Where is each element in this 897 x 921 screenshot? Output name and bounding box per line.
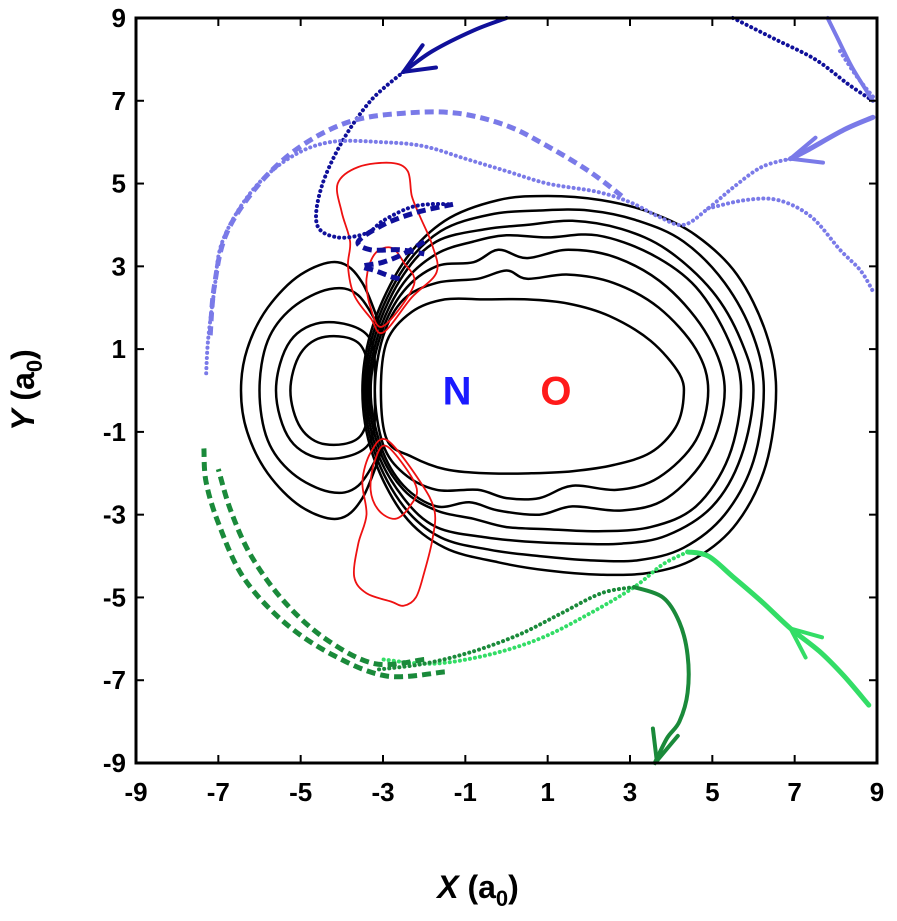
black-contour-1 xyxy=(379,297,686,475)
trajectory-light-blue-tr-dotted xyxy=(838,49,875,99)
black-contour-n2 xyxy=(274,320,377,461)
y-tick-label: 9 xyxy=(112,3,126,33)
x-axis-title: X (a0) xyxy=(435,869,519,911)
x-axis-unit-sub: 0 xyxy=(496,886,508,911)
y-axis-title: Y (a0) xyxy=(5,349,47,431)
trajectory-dark-blue-dashed-2 xyxy=(359,239,426,282)
arrowhead-dark-green xyxy=(650,726,680,766)
trajectory-light-green-dotted xyxy=(381,549,690,666)
x-tick-label: -9 xyxy=(124,777,147,807)
trajectory-light-blue-right-solid xyxy=(788,114,876,162)
y-tick-label: -5 xyxy=(103,582,126,612)
black-contour-n3 xyxy=(258,286,385,495)
y-tick-label: 5 xyxy=(112,169,126,199)
x-tick-label: 9 xyxy=(870,777,884,807)
x-tick-label: -5 xyxy=(289,777,312,807)
x-axis-var: X xyxy=(435,869,460,905)
trajectory-light-blue-upper-dashed xyxy=(207,109,624,337)
trajectories-layer xyxy=(201,16,876,765)
arrowhead-light-blue xyxy=(785,135,825,165)
y-axis-unit-sub: 0 xyxy=(22,360,47,372)
trajectory-dark-blue-solid xyxy=(401,16,509,74)
trajectory-light-green-solid xyxy=(685,549,872,708)
x-tick-label: 3 xyxy=(623,777,637,807)
red-contour-upper-outer xyxy=(336,161,439,335)
y-tick-label: 3 xyxy=(112,251,126,281)
black-contour-2 xyxy=(373,269,710,501)
x-tick-label: 5 xyxy=(705,777,719,807)
y-tick-label: -3 xyxy=(103,500,126,530)
x-tick-label: -3 xyxy=(371,777,394,807)
trajectory-dark-blue-tr-dotted xyxy=(730,16,875,103)
red-contour-lower-outer xyxy=(352,438,437,607)
trajectory-light-blue-right-dotted xyxy=(204,138,793,381)
y-tick-label: -9 xyxy=(103,748,126,778)
x-tick-label: 1 xyxy=(540,777,554,807)
plot-frame xyxy=(134,16,879,765)
trajectory-dark-green-dotted xyxy=(372,585,637,672)
x-axis-unit-close: ) xyxy=(508,869,519,905)
arrowhead-dark-blue xyxy=(399,43,438,75)
atom-label-o: O xyxy=(540,370,571,414)
y-tick-label: 7 xyxy=(112,86,126,116)
x-tick-label: 7 xyxy=(787,777,801,807)
x-tick-label: -7 xyxy=(207,777,230,807)
trajectory-light-blue-lower-right-dotted xyxy=(706,196,875,294)
y-axis-unit: (a xyxy=(5,372,41,401)
arrowhead-light-green xyxy=(786,625,824,660)
x-axis-unit: (a xyxy=(467,869,496,905)
black-contour-6 xyxy=(363,208,766,563)
trajectory-green-dashed-outer xyxy=(201,448,446,680)
black-contour-5 xyxy=(365,219,755,546)
trajectory-dark-blue-dotted xyxy=(314,69,455,240)
y-axis-var: Y xyxy=(5,407,41,431)
y-tick-label: -1 xyxy=(103,417,126,447)
black-contour-n4 xyxy=(239,260,385,521)
red-contour-lower-inner xyxy=(369,444,418,520)
black-contour-4 xyxy=(367,233,743,533)
trajectory-dark-blue-dashed-1 xyxy=(355,201,454,257)
y-axis-unit-close: ) xyxy=(5,349,41,360)
trajectory-green-dashed-inner xyxy=(215,468,425,668)
atom-label-n: N xyxy=(443,370,472,414)
y-axis-ticks: -9 -7 -5 -3 -1 1 3 5 7 9 xyxy=(103,3,877,778)
black-contour-7 xyxy=(361,194,778,577)
x-axis-ticks: -9 -7 -5 -3 -1 1 3 5 7 9 xyxy=(124,18,884,807)
trajectory-dark-green-solid xyxy=(632,585,691,765)
x-tick-label: -1 xyxy=(454,777,477,807)
black-contour-n1 xyxy=(289,334,372,447)
y-tick-label: -7 xyxy=(103,665,126,695)
y-tick-label: 1 xyxy=(112,334,126,364)
arrows-layer xyxy=(399,43,825,766)
black-contour-3 xyxy=(369,248,726,517)
